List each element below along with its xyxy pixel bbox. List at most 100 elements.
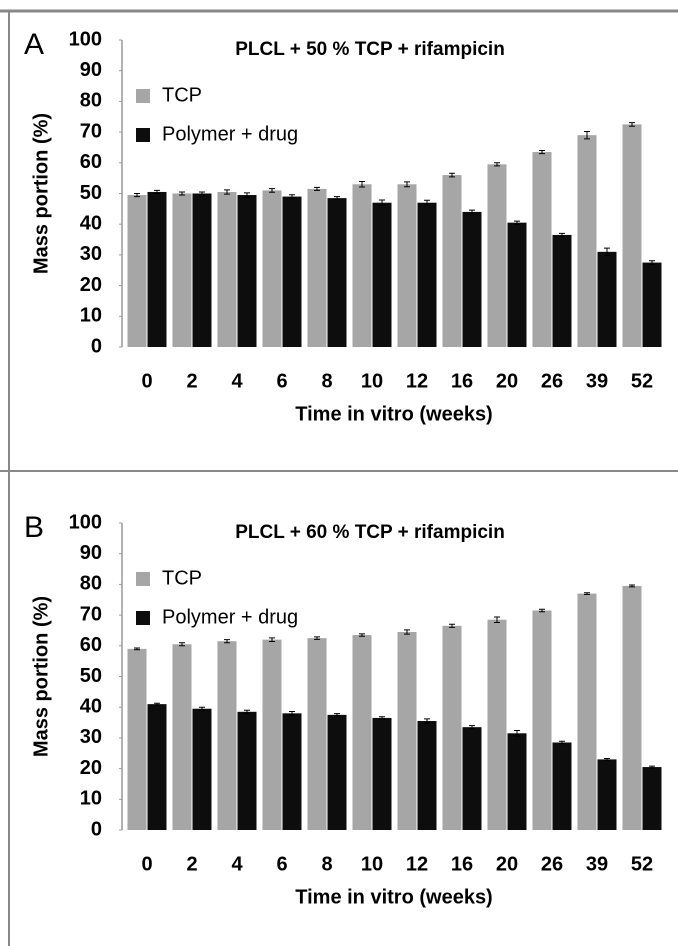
error-bar xyxy=(359,181,365,188)
error-bar xyxy=(604,757,610,761)
bar xyxy=(192,708,212,830)
y-tick-label: 50 xyxy=(80,665,102,687)
bar xyxy=(127,648,147,830)
error-bar xyxy=(379,199,385,206)
y-tick-label: 100 xyxy=(69,28,102,50)
y-tick-label: 20 xyxy=(80,274,102,296)
x-tick-label: 8 xyxy=(321,370,332,392)
bar xyxy=(237,711,257,830)
error-bar xyxy=(269,188,275,193)
error-bar xyxy=(629,584,635,588)
error-bar xyxy=(514,220,520,225)
bar xyxy=(192,193,212,347)
x-tick-label: 2 xyxy=(186,853,197,875)
y-tick-label: 70 xyxy=(80,120,102,142)
error-bar xyxy=(494,162,500,167)
error-bar xyxy=(154,702,160,706)
error-bar xyxy=(494,616,500,623)
error-bar xyxy=(404,181,410,188)
error-bar xyxy=(604,247,610,257)
y-tick-label: 70 xyxy=(80,603,102,625)
error-bar xyxy=(289,194,295,199)
bar xyxy=(217,641,237,830)
error-bar xyxy=(244,709,250,714)
bar xyxy=(282,196,302,347)
chart-title: PLCL + 50 % TCP + rifampicin xyxy=(235,39,505,60)
y-tick-label: 40 xyxy=(80,212,102,234)
bar xyxy=(327,198,347,347)
y-tick-label: 50 xyxy=(80,182,102,204)
panel-label: A xyxy=(24,28,44,61)
x-tick-label: 6 xyxy=(276,853,287,875)
bar xyxy=(487,619,507,830)
error-bar xyxy=(314,186,320,191)
error-bar xyxy=(154,189,160,194)
bar xyxy=(372,717,392,830)
error-bar xyxy=(514,730,520,737)
bar xyxy=(397,184,417,347)
error-bar xyxy=(224,189,230,195)
x-tick-label: 4 xyxy=(231,853,243,875)
bar xyxy=(622,585,642,830)
y-axis-label: Mass portion (%) xyxy=(30,113,52,274)
error-bar xyxy=(469,725,475,730)
error-bar xyxy=(334,713,340,717)
x-tick-label: 12 xyxy=(406,853,428,875)
bar xyxy=(262,639,282,830)
y-tick-label: 30 xyxy=(80,726,102,748)
bar xyxy=(462,727,482,830)
y-tick-label: 30 xyxy=(80,243,102,265)
bar xyxy=(487,164,507,347)
error-bar xyxy=(179,642,185,647)
x-tick-label: 0 xyxy=(141,853,152,875)
error-bar xyxy=(314,636,320,640)
y-tick-label: 20 xyxy=(80,757,102,779)
bar xyxy=(307,638,327,830)
x-tick-label: 10 xyxy=(361,853,383,875)
bar xyxy=(507,222,527,347)
error-bar xyxy=(559,740,565,745)
bar xyxy=(577,135,597,347)
bar xyxy=(372,202,392,347)
error-bar xyxy=(584,130,590,140)
x-tick-label: 12 xyxy=(406,370,428,392)
bar xyxy=(352,635,372,830)
y-tick-label: 80 xyxy=(80,90,102,112)
bar xyxy=(147,704,167,830)
bar xyxy=(172,193,192,347)
chart-title: PLCL + 60 % TCP + rifampicin xyxy=(235,522,505,543)
bar xyxy=(147,191,167,347)
error-bar xyxy=(199,191,205,196)
bar xyxy=(642,767,662,830)
x-tick-label: 0 xyxy=(141,370,152,392)
x-tick-label: 26 xyxy=(541,370,563,392)
y-tick-label: 60 xyxy=(80,634,102,656)
bar xyxy=(552,742,572,830)
bar xyxy=(642,262,662,347)
bar xyxy=(262,190,282,347)
error-bar xyxy=(379,716,385,720)
error-bar xyxy=(269,637,275,643)
x-tick-label: 4 xyxy=(231,370,243,392)
bar xyxy=(327,714,347,830)
error-bar xyxy=(404,629,410,635)
legend-label: Polymer + drug xyxy=(162,606,298,628)
legend-label: Polymer + drug xyxy=(162,123,298,145)
bar xyxy=(417,202,437,347)
y-tick-label: 90 xyxy=(80,59,102,81)
y-tick-label: 80 xyxy=(80,573,102,595)
error-bar xyxy=(289,710,295,716)
x-tick-label: 52 xyxy=(631,370,653,392)
error-bar xyxy=(469,209,475,215)
error-bar xyxy=(224,639,230,644)
x-tick-label: 2 xyxy=(186,370,197,392)
bar xyxy=(352,184,372,347)
bar xyxy=(507,733,527,830)
bar xyxy=(282,713,302,830)
panel-label: B xyxy=(24,511,44,544)
error-bar xyxy=(134,193,140,198)
error-bar xyxy=(559,232,565,237)
x-tick-label: 20 xyxy=(496,853,518,875)
error-bar xyxy=(584,592,590,596)
